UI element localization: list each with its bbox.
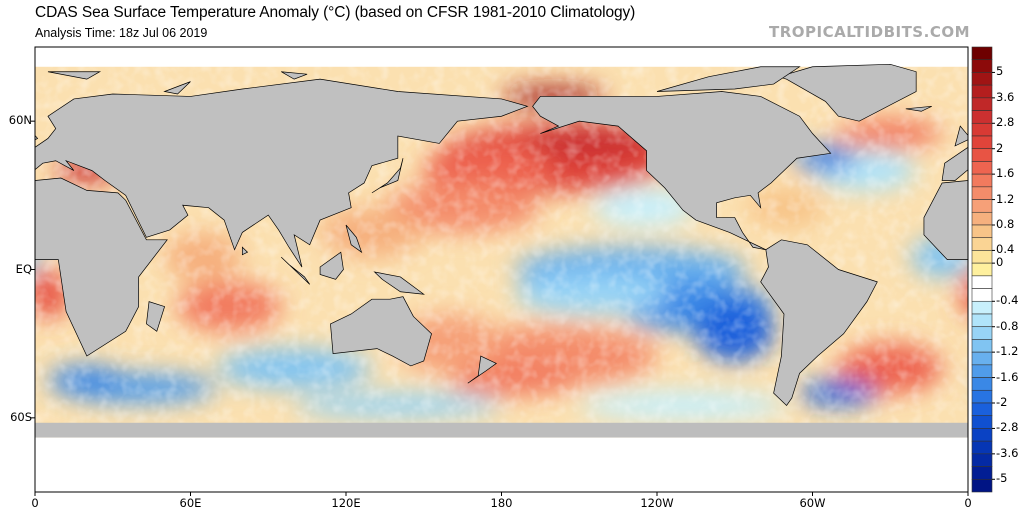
land-mass <box>35 177 168 357</box>
colorbar-label: -5 <box>996 471 1008 486</box>
axis-ticks <box>31 120 969 496</box>
colorbar-label: -1.6 <box>996 369 1019 384</box>
colorbar-bin <box>971 313 993 328</box>
land-mass <box>760 239 878 407</box>
colorbar-label: 0 <box>996 255 1004 270</box>
lon-label: 60W <box>799 496 826 510</box>
land-mass <box>923 180 968 260</box>
anomaly-region <box>0 344 9 393</box>
colorbar-bin <box>971 478 993 493</box>
colorbar-bin <box>971 135 993 150</box>
lon-label: 0 <box>964 496 972 510</box>
colorbar-bin <box>971 275 993 289</box>
colorbar-bin <box>971 402 993 417</box>
colorbar-bin <box>971 389 993 404</box>
colorbar-bin <box>971 122 993 137</box>
sea-ice <box>35 422 968 438</box>
land-mass <box>35 78 529 268</box>
colorbar-bin <box>971 415 993 429</box>
colorbar-bin <box>971 110 993 124</box>
colorbar-bin <box>971 199 993 213</box>
colorbar-bin <box>971 173 993 188</box>
land-mass <box>47 71 102 80</box>
antarctica <box>35 437 968 492</box>
colorbar-label: -0.8 <box>996 318 1019 333</box>
colorbar-label: -2 <box>996 395 1008 409</box>
colorbar-label: -3.6 <box>996 445 1019 460</box>
colorbar-label: 2.8 <box>996 115 1015 130</box>
colorbar-bin <box>971 326 993 340</box>
land-mass <box>280 256 311 285</box>
colorbar-bin <box>971 466 993 480</box>
land-mass <box>281 71 308 80</box>
lon-label: 120E <box>331 496 361 510</box>
colorbar-bin <box>971 351 993 366</box>
chart-title: CDAS Sea Surface Temperature Anomaly (°C… <box>35 4 636 21</box>
colorbar-bin <box>971 97 993 111</box>
colorbar-label: 3.6 <box>996 89 1015 104</box>
land-mass <box>241 246 249 256</box>
land-mass <box>905 105 932 112</box>
colorbar-label: 2 <box>996 140 1004 155</box>
colorbar-bin <box>971 364 993 378</box>
land-mass <box>467 355 498 384</box>
colorbar-label: 5 <box>996 64 1004 79</box>
arctic-ice <box>35 47 968 67</box>
land-mass <box>146 301 166 332</box>
lat-label: 60N <box>8 113 32 128</box>
land-mass <box>373 271 425 295</box>
lon-label: 60E <box>179 496 202 510</box>
colorbar-label: -2.8 <box>996 420 1019 435</box>
land-layer <box>35 47 968 492</box>
land-mass <box>345 224 363 254</box>
watermark: TROPICALTIDBITS.COM <box>769 23 970 41</box>
colorbar-bin <box>971 161 993 175</box>
land-mass <box>532 91 832 251</box>
colorbar-bin <box>971 377 993 391</box>
colorbar-bin <box>971 339 993 353</box>
colorbar-bin <box>971 148 993 162</box>
land-mass <box>954 125 968 147</box>
colorbar-bin <box>971 59 993 73</box>
colorbar-bin <box>971 300 993 315</box>
colorbar-bin <box>971 224 993 239</box>
analysis-time: Analysis Time: 18z Jul 06 2019 <box>35 26 208 40</box>
lat-label: 60S <box>10 409 32 424</box>
lon-label: 0 <box>31 496 39 510</box>
colorbar-bin <box>971 211 993 226</box>
colorbar-bin <box>971 288 993 302</box>
colorbar <box>971 46 995 493</box>
land-mass <box>319 251 344 280</box>
colorbar-label: 1.2 <box>996 191 1015 206</box>
colorbar-bin <box>971 440 993 455</box>
land-mass <box>777 63 917 122</box>
colorbar-bin <box>971 84 993 99</box>
land-mass <box>35 134 39 141</box>
colorbar-bin <box>971 237 993 251</box>
colorbar-bin <box>971 262 993 277</box>
colorbar-bin <box>971 250 993 264</box>
colorbar-bin <box>971 72 993 86</box>
land-mass <box>656 66 801 92</box>
lon-label: 180 <box>490 496 513 510</box>
colorbar-label: 0.4 <box>996 242 1015 257</box>
colorbar-label: -1.2 <box>996 344 1019 359</box>
land-mass <box>330 296 432 367</box>
lat-label: EQ <box>15 261 32 276</box>
colorbar-bin <box>971 186 993 200</box>
colorbar-label: -0.4 <box>996 293 1019 308</box>
land-mass <box>941 146 968 181</box>
colorbar-bin <box>971 46 993 61</box>
land-mass <box>163 81 191 95</box>
colorbar-label: 1.6 <box>996 166 1015 181</box>
land-mass <box>371 158 404 194</box>
lon-label: 120W <box>640 496 674 510</box>
colorbar-label: 0.8 <box>996 217 1015 231</box>
colorbar-bin <box>971 453 993 467</box>
colorbar-bin <box>971 428 993 442</box>
